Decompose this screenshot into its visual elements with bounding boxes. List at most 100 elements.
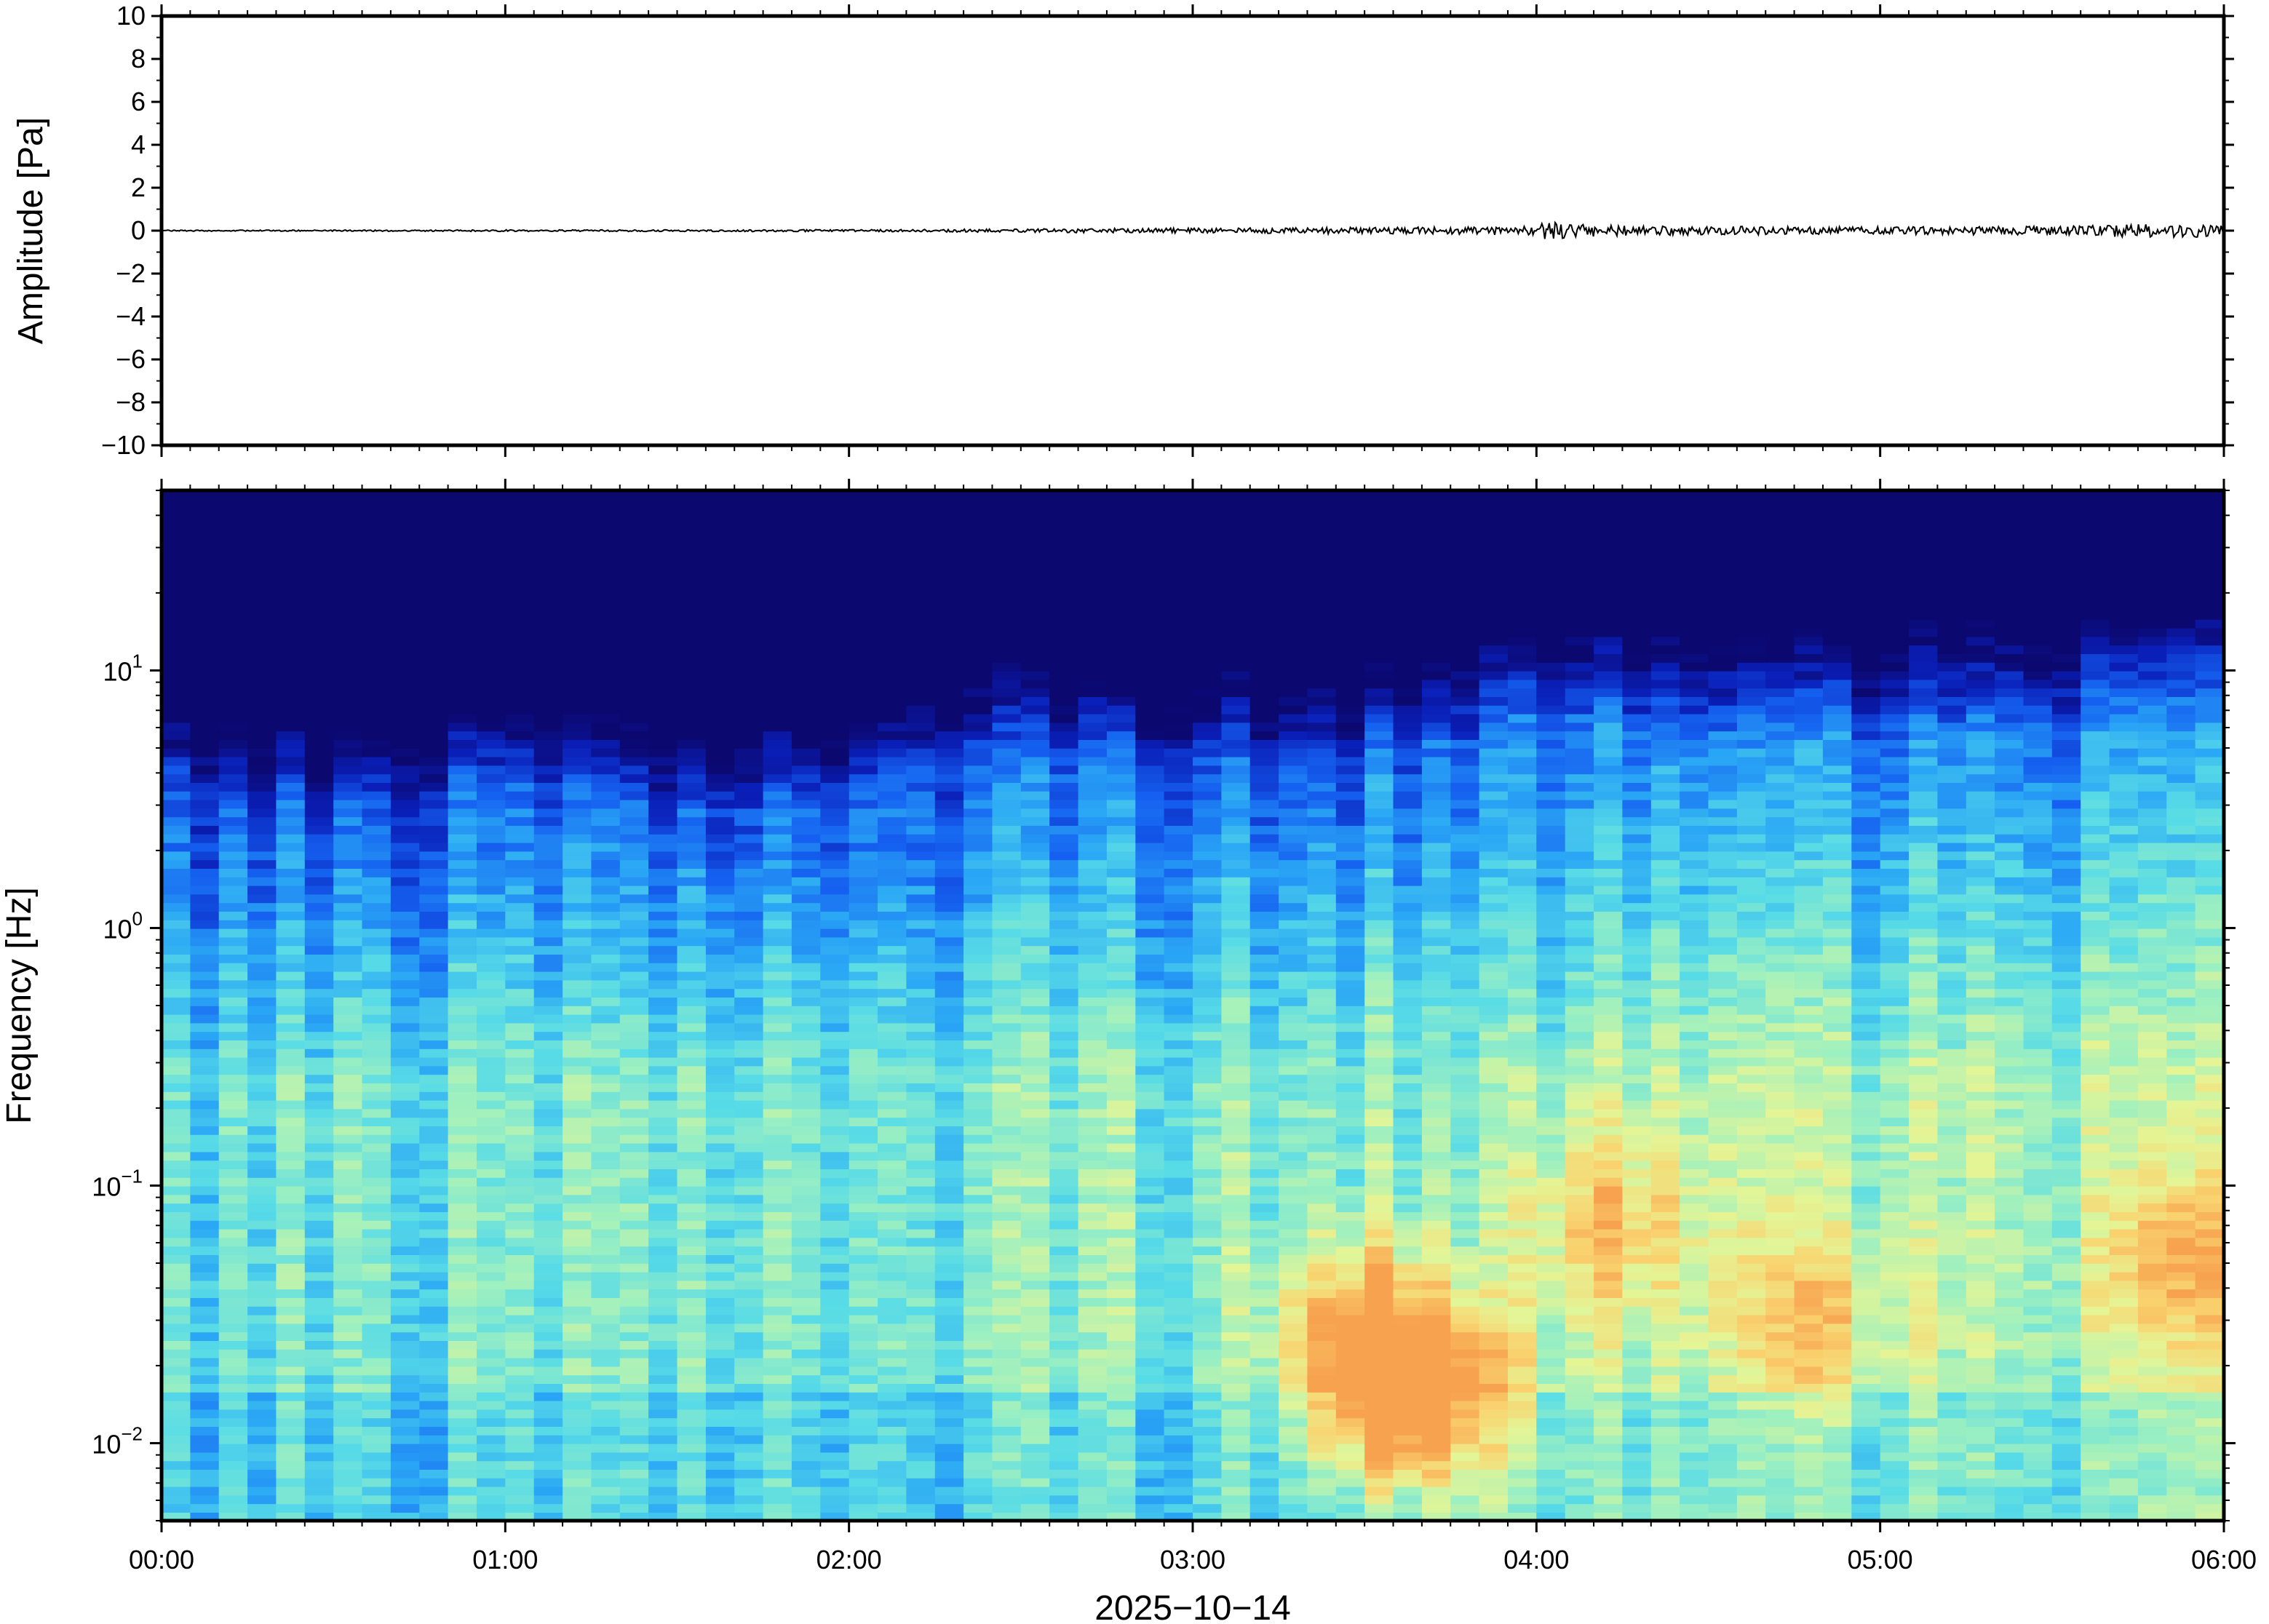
spectrogram-cell	[1421, 705, 1452, 715]
spectrogram-cell	[1106, 765, 1137, 775]
spectrogram-cell	[390, 1366, 421, 1376]
spectrogram-cell	[677, 1263, 707, 1273]
spectrogram-cell	[1335, 877, 1365, 886]
spectrogram-cell	[963, 1306, 993, 1315]
spectrogram-cell	[1106, 1400, 1137, 1410]
spectrogram-cell	[505, 713, 535, 723]
spectrogram-cell	[1450, 1280, 1480, 1290]
spectrogram-cell	[963, 902, 993, 912]
spectrogram-cell	[992, 1417, 1022, 1427]
spectrogram-cell	[276, 1332, 306, 1341]
spectrogram-cell	[705, 936, 736, 947]
spectrogram-cell	[276, 842, 306, 852]
spectrogram-cell	[934, 911, 964, 920]
spectrogram-cell	[190, 971, 220, 981]
spectrogram-cell	[1020, 1332, 1050, 1341]
spectrogram-cell	[1479, 756, 1509, 766]
spectrogram-cell	[677, 1048, 707, 1058]
spectrogram-cell	[705, 979, 736, 990]
spectrogram-cell	[533, 782, 563, 792]
spectrogram-cell	[1393, 825, 1423, 835]
spectrogram-cell	[619, 893, 649, 904]
spectrogram-cell	[362, 773, 392, 783]
spectrogram-cell	[1335, 825, 1365, 835]
spectrogram-cell	[1078, 1246, 1108, 1255]
spectrogram-cell	[763, 902, 792, 912]
spectrogram-cell	[1078, 1237, 1108, 1247]
spectrogram-cell	[1421, 1280, 1452, 1290]
spectrogram-cell	[734, 1065, 764, 1075]
spectrogram-cell	[1421, 1374, 1452, 1384]
spectrogram-cell	[533, 1280, 563, 1290]
spectrogram-cell	[1078, 722, 1108, 732]
spectrogram-cell	[362, 1263, 392, 1273]
spectrogram-cell	[992, 773, 1022, 783]
spectrogram-cell	[362, 1022, 392, 1032]
spectrogram-cell	[648, 1392, 678, 1401]
spectrogram-cell	[1393, 765, 1423, 775]
spectrogram-cell	[1106, 1074, 1137, 1083]
spectrogram-cell	[390, 1022, 421, 1032]
spectrogram-cell	[419, 1006, 449, 1015]
spectrogram-cell	[791, 954, 822, 963]
spectrogram-cell	[505, 662, 535, 672]
spectrogram-cell	[247, 1271, 277, 1281]
spectrogram-cell	[648, 688, 678, 697]
spectrogram-cell	[218, 1340, 248, 1350]
spectrogram-cell	[1335, 1332, 1365, 1341]
spectrogram-cell	[419, 1091, 449, 1101]
spectrogram-cell	[218, 842, 248, 852]
spectrogram-cell	[419, 1056, 449, 1067]
spectrogram-cell	[1279, 1134, 1308, 1144]
spectrogram-cell	[1364, 1289, 1394, 1298]
spectrogram-cell	[1020, 859, 1050, 869]
spectrogram-cell	[734, 1460, 764, 1470]
spectrogram-cell	[1164, 1151, 1193, 1161]
spectrogram-cell	[162, 1056, 191, 1067]
spectrogram-cell	[304, 1512, 334, 1521]
spectrogram-cell	[162, 662, 191, 672]
spectrogram-cell	[477, 662, 506, 672]
spectrogram-cell	[1049, 1006, 1079, 1015]
spectrogram-cell	[820, 1151, 850, 1161]
spectrogram-cell	[763, 851, 792, 861]
spectrogram-cell	[477, 1134, 506, 1144]
spectrogram-cell	[992, 756, 1022, 766]
spectrogram-cell	[763, 1374, 792, 1384]
spectrogram-cell	[878, 902, 907, 912]
spectrogram-cell	[448, 877, 477, 886]
spectrogram-cell	[705, 808, 736, 818]
spectrogram-cell	[963, 825, 993, 835]
spectrogram-cell	[791, 705, 822, 715]
spectrogram-cell	[247, 1142, 277, 1153]
spectrogram-cell	[619, 705, 649, 715]
spectrogram-cell	[705, 1297, 736, 1307]
spectrogram-cell	[419, 1289, 449, 1298]
spectrogram-cell	[1421, 1349, 1452, 1358]
spectrogram-cell	[1164, 963, 1193, 972]
spectrogram-cell	[1479, 1460, 1509, 1470]
spectrogram-cell	[505, 1014, 535, 1024]
spectrogram-cell	[333, 756, 363, 766]
spectrogram-cell	[849, 1400, 878, 1410]
spectrogram-cell	[820, 799, 850, 809]
spectrogram-cell	[820, 791, 850, 800]
spectrogram-cell	[419, 756, 449, 766]
spectrogram-cell	[878, 954, 907, 963]
spectrogram-cell	[820, 1469, 850, 1478]
spectrogram-cell	[934, 1185, 964, 1195]
spectrogram-cell	[1279, 877, 1308, 886]
spectrogram-cell	[791, 1297, 822, 1307]
spectrogram-cell	[1221, 1443, 1251, 1453]
spectrogram-cell	[705, 1486, 736, 1496]
spectrogram-cell	[591, 1400, 621, 1410]
spectrogram-cell	[1508, 1392, 1538, 1401]
spectrogram-cell	[1078, 1056, 1108, 1067]
spectrogram-cell	[1193, 1452, 1223, 1462]
spectrogram-cell	[1193, 670, 1223, 680]
spectrogram-cell	[162, 1014, 191, 1024]
spectrogram-cell	[477, 1031, 506, 1040]
spectrogram-cell	[533, 791, 563, 800]
spectrogram-cell	[1193, 1022, 1223, 1032]
spectrogram-cell	[705, 1220, 736, 1230]
